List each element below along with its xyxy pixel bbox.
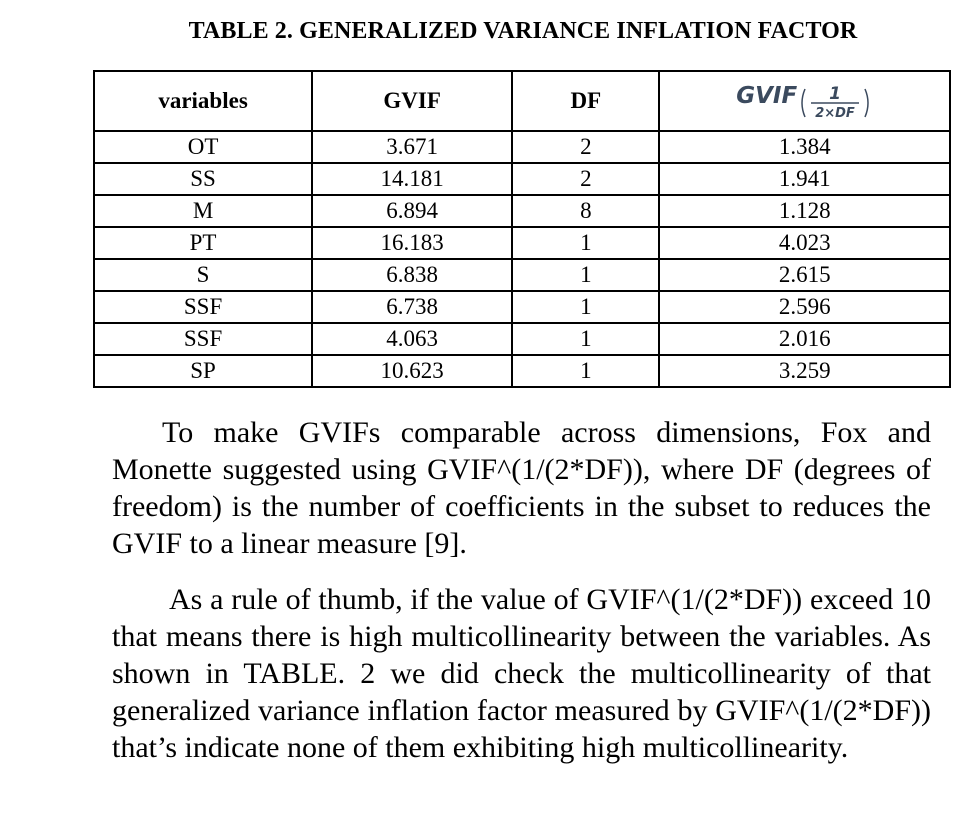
cell-gvif-adjusted: 4.023 [658, 226, 951, 260]
cell-df: 1 [511, 354, 661, 388]
cell-gvif: 10.623 [311, 354, 514, 388]
table-row: SS 14.181 2 1.941 [92, 162, 951, 196]
cell-df: 2 [511, 162, 661, 196]
cell-gvif: 6.894 [311, 194, 514, 228]
table-row: SP 10.623 1 3.259 [92, 354, 951, 388]
cell-gvif-adjusted: 2.596 [658, 290, 951, 324]
cell-gvif: 16.183 [311, 226, 514, 260]
gvif-table: variables GVIF DF GVIF 1 2×DF OT 3.671 [92, 70, 951, 388]
paragraph-rule-of-thumb: As a rule of thumb, if the value of GVIF… [112, 583, 931, 764]
cell-df: 1 [511, 226, 661, 260]
cell-df: 8 [511, 194, 661, 228]
cell-variable: SSF [92, 290, 314, 324]
cell-gvif: 6.838 [311, 258, 514, 292]
cell-variable: M [92, 194, 314, 228]
formula-base: GVIF [736, 83, 798, 109]
paragraph-gvif-explanation: To make GVIFs comparable across dimensio… [112, 416, 931, 560]
header-df: DF [511, 70, 661, 132]
cell-variable: S [92, 258, 314, 292]
header-gvif: GVIF [311, 70, 514, 132]
cell-gvif-adjusted: 3.259 [658, 354, 951, 388]
table-row: OT 3.671 2 1.384 [92, 130, 951, 164]
table-row: SSF 6.738 1 2.596 [92, 290, 951, 324]
formula-exponent: 1 2×DF [801, 84, 869, 121]
cell-gvif: 14.181 [311, 162, 514, 196]
header-gvif-formula: GVIF 1 2×DF [658, 70, 951, 132]
table-row: PT 16.183 1 4.023 [92, 226, 951, 260]
cell-variable: SP [92, 354, 314, 388]
cell-gvif: 4.063 [311, 322, 514, 356]
cell-gvif: 6.738 [311, 290, 514, 324]
cell-variable: SSF [92, 322, 314, 356]
cell-variable: OT [92, 130, 314, 164]
cell-gvif: 3.671 [311, 130, 514, 164]
cell-gvif-adjusted: 1.128 [658, 194, 951, 228]
formula-numerator: 1 [829, 84, 841, 104]
cell-variable: SS [92, 162, 314, 196]
cell-df: 2 [511, 130, 661, 164]
cell-df: 1 [511, 258, 661, 292]
table-row: S 6.838 1 2.615 [92, 258, 951, 292]
cell-gvif-adjusted: 1.384 [658, 130, 951, 164]
table-caption: TABLE 2. GENERALIZED VARIANCE INFLATION … [188, 18, 858, 44]
gvif-formula: GVIF 1 2×DF [736, 83, 873, 123]
cell-gvif-adjusted: 2.016 [658, 322, 951, 356]
cell-df: 1 [511, 322, 661, 356]
cell-gvif-adjusted: 2.615 [658, 258, 951, 292]
cell-df: 1 [511, 290, 661, 324]
cell-gvif-adjusted: 1.941 [658, 162, 951, 196]
table-row: M 6.894 8 1.128 [92, 194, 951, 228]
table-row: SSF 4.063 1 2.016 [92, 322, 951, 356]
header-variables: variables [92, 70, 314, 132]
cell-variable: PT [92, 226, 314, 260]
table-header-row: variables GVIF DF GVIF 1 2×DF [92, 70, 951, 132]
formula-denominator: 2×DF [815, 106, 855, 121]
